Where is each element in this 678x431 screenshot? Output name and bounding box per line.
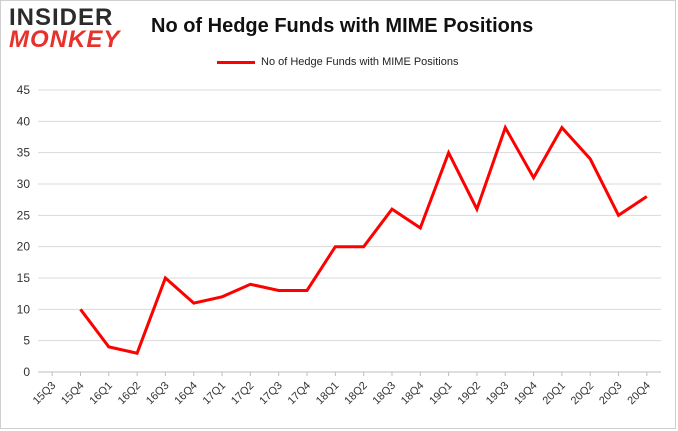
y-tick-label: 0 bbox=[23, 365, 30, 379]
x-tick-label: 19Q4 bbox=[512, 380, 540, 408]
x-tick-label: 17Q3 bbox=[257, 380, 285, 408]
chart-legend: No of Hedge Funds with MIME Positions bbox=[217, 53, 458, 71]
logo-line-1: INSIDER bbox=[9, 4, 114, 31]
logo-line-2: MONKEY bbox=[9, 26, 121, 53]
x-tick-label: 19Q3 bbox=[484, 380, 512, 408]
x-tick-label: 20Q4 bbox=[625, 380, 653, 408]
x-tick-label: 20Q3 bbox=[597, 380, 625, 408]
y-tick-label: 40 bbox=[17, 114, 31, 128]
x-tick-label: 16Q3 bbox=[144, 380, 172, 408]
x-tick-label: 19Q1 bbox=[427, 380, 455, 408]
x-tick-label: 16Q4 bbox=[172, 380, 200, 408]
x-tick-label: 16Q1 bbox=[87, 380, 115, 408]
x-tick-label: 15Q4 bbox=[59, 380, 87, 408]
y-tick-label: 35 bbox=[17, 146, 31, 160]
insider-monkey-logo: INSIDER MONKEY bbox=[9, 4, 129, 57]
y-tick-label: 30 bbox=[17, 177, 31, 191]
y-tick-label: 15 bbox=[17, 271, 31, 285]
x-tick-label: 20Q1 bbox=[540, 380, 568, 408]
x-tick-label: 19Q2 bbox=[456, 380, 484, 408]
y-tick-label: 10 bbox=[17, 302, 31, 316]
x-tick-label: 15Q3 bbox=[31, 380, 59, 408]
y-tick-label: 5 bbox=[23, 334, 30, 348]
x-tick-label: 18Q1 bbox=[314, 380, 342, 408]
x-tick-label: 16Q2 bbox=[116, 380, 144, 408]
x-tick-label: 18Q4 bbox=[399, 380, 427, 408]
legend-label: No of Hedge Funds with MIME Positions bbox=[261, 56, 459, 68]
y-tick-label: 25 bbox=[17, 208, 31, 222]
x-tick-label: 20Q2 bbox=[569, 380, 597, 408]
x-tick-label: 17Q2 bbox=[229, 380, 257, 408]
legend-swatch bbox=[217, 60, 255, 64]
chart-title: No of Hedge Funds with MIME Positions bbox=[151, 15, 534, 37]
y-tick-label: 20 bbox=[17, 240, 31, 254]
x-tick-label: 18Q2 bbox=[342, 380, 370, 408]
x-tick-label: 17Q4 bbox=[286, 380, 314, 408]
y-tick-label: 45 bbox=[17, 83, 31, 97]
series-line-0 bbox=[79, 123, 648, 355]
x-tick-label: 17Q1 bbox=[201, 380, 229, 408]
x-tick-label: 18Q3 bbox=[371, 380, 399, 408]
